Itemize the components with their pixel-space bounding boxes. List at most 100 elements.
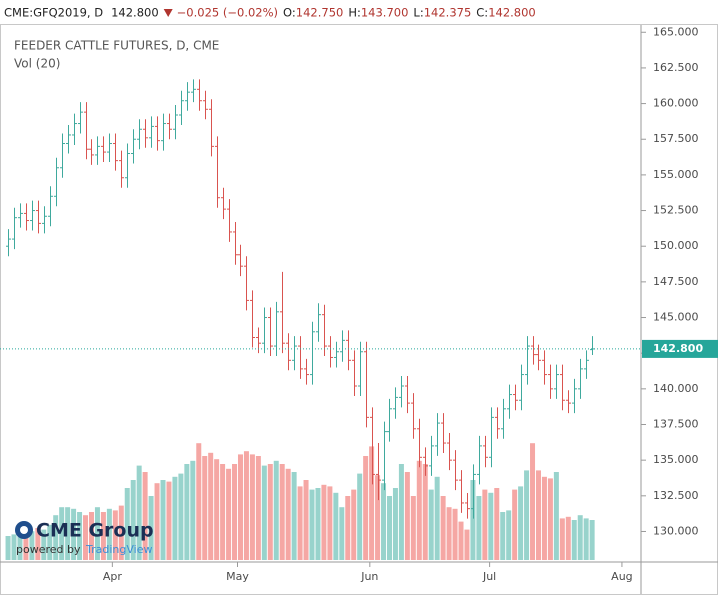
change: −0.025 (−0.02%) [177,6,278,20]
volume-bar [392,488,398,560]
last-price-box [642,339,718,358]
volume-bar [65,507,71,560]
volume-bar [464,529,470,560]
y-tick-label: 147.500 [653,275,699,288]
volume-bar [577,515,583,560]
volume-bar [47,524,53,560]
volume-bar [17,532,23,560]
volume-bar [315,488,321,560]
volume-bar [172,476,178,560]
volume-bar [291,472,297,560]
volume-bar [136,465,142,560]
volume-bar [476,496,482,560]
volume-bar [327,486,333,560]
price-layer [0,79,641,519]
x-tick-label: Jun [360,570,378,583]
volume-bar [255,456,261,560]
volume-bar [130,480,136,560]
volume-bar [446,507,452,560]
x-tick-label: Aug [611,570,632,583]
y-tick-label: 137.500 [653,418,699,431]
volume-bar [381,483,387,560]
volume-bar [410,496,416,560]
volume-bar [345,496,351,560]
volume-bar [351,489,357,560]
volume-layer [5,443,595,560]
volume-bar [309,489,315,560]
volume-bar [440,496,446,560]
ohlc-value: 142.750 [296,6,344,20]
volume-bar [458,521,464,560]
volume-bar [494,488,500,560]
volume-bar [142,472,148,560]
ohlc-label: L: [413,6,423,20]
volume-bar [285,468,291,560]
volume-bar [11,534,17,560]
ohlc-value: 142.800 [488,6,536,20]
volume-bar [524,470,530,560]
volume-bar [434,476,440,560]
logo-provider: TradingView [85,543,152,556]
volume-bar [518,486,524,560]
volume-bar [148,496,154,560]
y-tick-label: 157.500 [653,132,699,145]
volume-bar [196,443,202,560]
volume-bar [35,528,41,560]
chart-title: FEEDER CATTLE FUTURES, D, CME [14,39,219,53]
volume-bar [428,489,434,560]
volume-bar [190,460,196,560]
volume-bar [160,480,166,560]
volume-bar [232,464,238,560]
volume-bar [333,492,339,560]
volume-bar [506,510,512,560]
volume-bar [530,443,536,560]
volume-bar [29,531,35,560]
y-tick-label: 145.000 [653,311,699,324]
volume-bar [279,464,285,560]
ohlc-value: 142.375 [424,6,472,20]
axes: 130.000132.500135.000137.500140.000142.5… [103,25,718,583]
volume-bar [559,518,565,560]
volume-bar [571,520,577,560]
logo-icon [20,526,28,534]
logo-brand: CME Group [36,520,154,542]
volume-bar [202,456,208,560]
y-tick-label: 130.000 [653,524,699,537]
volume-bar [214,459,220,560]
volume-bar [398,464,404,560]
y-tick-label: 165.000 [653,25,699,38]
volume-bar [112,510,118,560]
volume-bar [386,496,392,560]
y-tick-label: 152.500 [653,204,699,217]
volume-legend: Vol (20) [14,57,60,71]
volume-bar [178,473,184,560]
volume-bar [243,451,249,560]
volume-bar [297,486,303,560]
volume-bar [124,488,130,560]
logo: CME Group powered by TradingView [15,520,154,556]
y-tick-label: 162.500 [653,61,699,74]
volume-bar [166,481,172,560]
volume-bar [565,516,571,560]
last-price-label: 142.800 [653,342,703,355]
x-tick-label: May [226,570,249,583]
volume-bar [404,472,410,560]
volume-bar [500,512,506,560]
volume-bar [482,489,488,560]
y-tick-label: 160.000 [653,97,699,110]
y-tick-label: 132.500 [653,489,699,502]
volume-bar [184,464,190,560]
ohlc-label: H: [348,6,361,20]
volume-bar [541,476,547,560]
volume-bar [106,508,112,560]
volume-bar [100,512,106,560]
x-tick-label: Jul [482,570,496,583]
y-tick-label: 135.000 [653,453,699,466]
ohlc-label: O: [283,6,296,20]
last-price: 142.800 [111,6,159,20]
header-values: 142.800 −0.025 (−0.02%) O: 142.750 H: 143.700… [111,6,536,20]
volume-bar [535,470,541,560]
volume-bar [83,515,89,560]
volume-bar [357,473,363,560]
volume-bar [321,484,327,560]
